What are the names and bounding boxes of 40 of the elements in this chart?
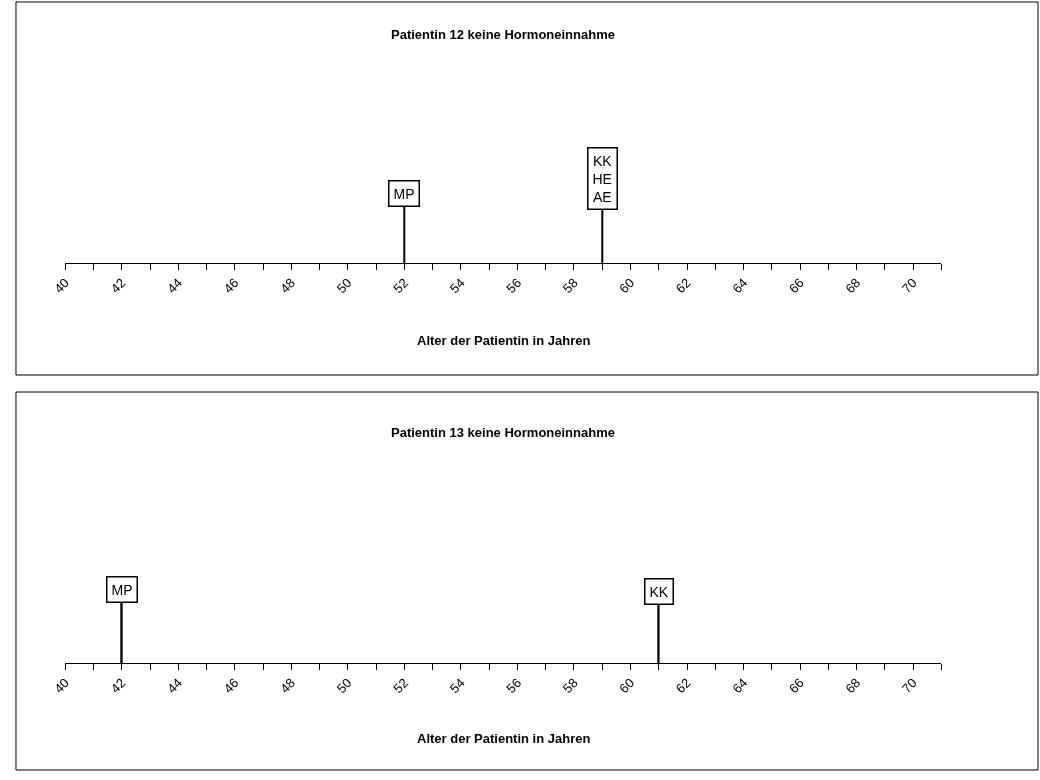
x-tick-label: 68: [842, 675, 864, 697]
x-tick-label: 64: [729, 675, 751, 697]
x-axis-title: Alter der Patientin in Jahren: [417, 333, 591, 348]
x-tick-label: 70: [898, 275, 920, 297]
x-tick-label: 56: [503, 675, 525, 697]
x-tick-label: 62: [672, 675, 694, 697]
x-tick-label: 40: [51, 275, 73, 297]
x-tick-label: 60: [616, 675, 638, 697]
x-tick-label: 46: [220, 275, 242, 297]
annotation: KK: [649, 583, 669, 600]
x-tick-label: 50: [333, 675, 355, 697]
x-tick-label: 50: [333, 275, 355, 297]
x-tick-label: 60: [616, 275, 638, 297]
x-tick-label: 42: [107, 275, 129, 297]
x-tick-label: 54: [446, 675, 468, 697]
x-tick-label: 64: [729, 275, 751, 297]
x-tick-label: 44: [164, 675, 186, 697]
x-tick-label: 52: [390, 275, 412, 297]
x-tick-label: 46: [220, 675, 242, 697]
x-tick-label: 62: [672, 275, 694, 297]
x-tick-label: 70: [898, 675, 920, 697]
annotation: MP: [393, 185, 415, 202]
x-tick-label: 58: [559, 675, 581, 697]
x-tick-label: 66: [785, 675, 807, 697]
x-axis-title: Alter der Patientin in Jahren: [417, 731, 591, 746]
annotation: MP: [111, 581, 133, 598]
x-tick-label: 40: [51, 675, 73, 697]
x-tick-label: 54: [446, 275, 468, 297]
x-tick-label: 56: [503, 275, 525, 297]
x-tick-label: 48: [277, 275, 299, 297]
annotation: KK HE AE: [592, 152, 613, 205]
chart-title: Patientin 13 keine Hormoneinnahme: [391, 425, 615, 440]
x-tick-label: 66: [785, 275, 807, 297]
x-tick-label: 58: [559, 275, 581, 297]
x-tick-label: 44: [164, 275, 186, 297]
x-tick-label: 52: [390, 675, 412, 697]
x-tick-label: 42: [107, 675, 129, 697]
x-tick-label: 68: [842, 275, 864, 297]
x-tick-label: 48: [277, 675, 299, 697]
chart-title: Patientin 12 keine Hormoneinnahme: [391, 27, 615, 42]
